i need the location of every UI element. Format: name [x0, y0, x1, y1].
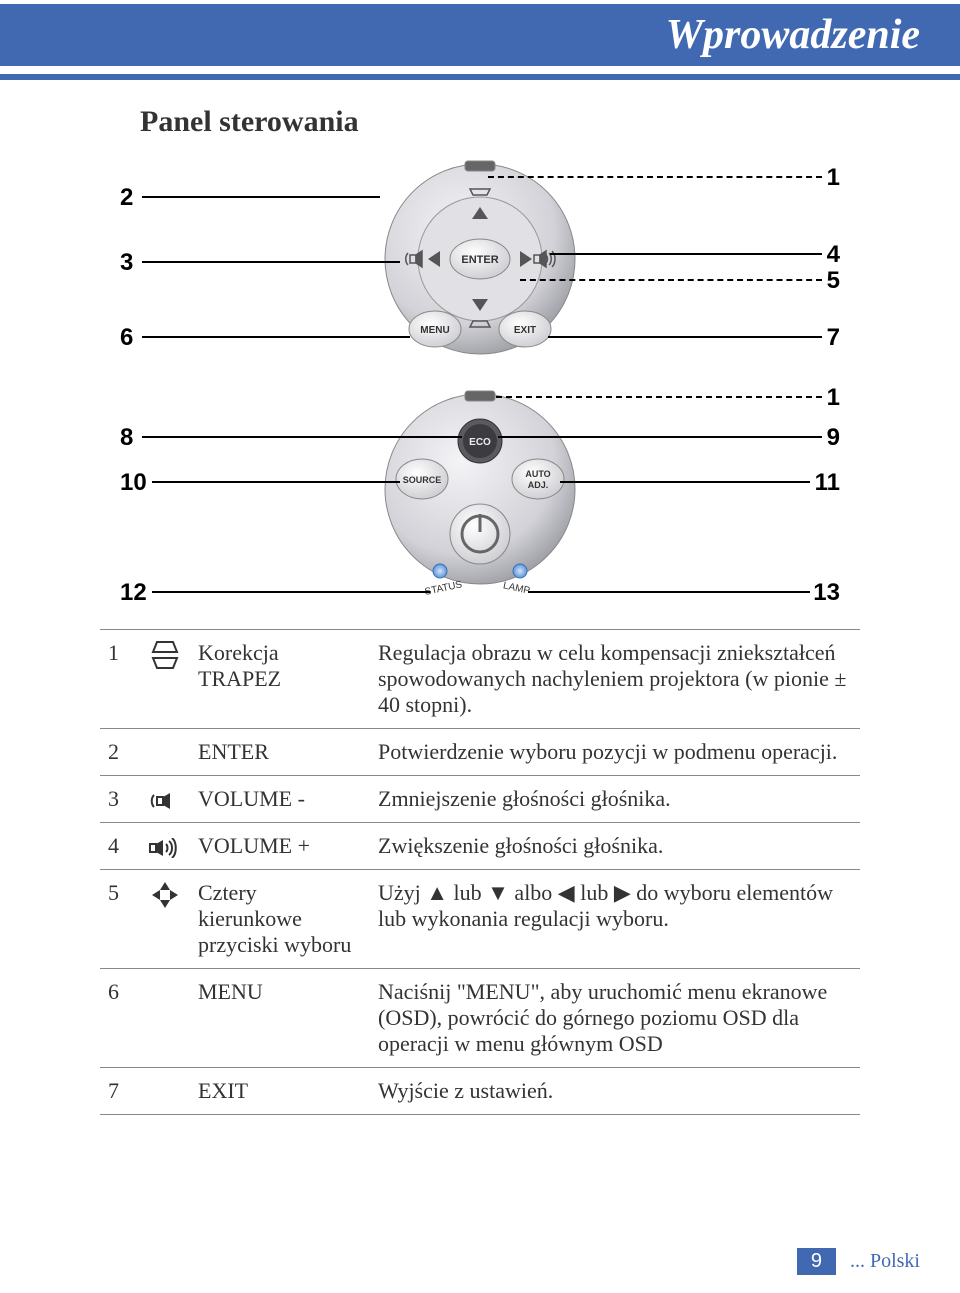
row-icon [140, 776, 190, 823]
callout-9: 9 [827, 424, 840, 452]
page-number: 9 [797, 1248, 836, 1275]
callout-2: 2 [120, 184, 133, 212]
row-name: Cztery kierunkowe przyciski wyboru [190, 870, 370, 969]
svg-text:LAMP: LAMP [502, 580, 531, 596]
row-num: 5 [100, 870, 140, 969]
table-row: 6 MENUNaciśnij "MENU", aby uruchomić menu… [100, 969, 860, 1068]
callout-6: 6 [120, 324, 133, 352]
svg-text:EXIT: EXIT [514, 325, 536, 336]
row-num: 6 [100, 969, 140, 1068]
row-name: MENU [190, 969, 370, 1068]
row-name: Korekcja TRAPEZ [190, 630, 370, 729]
svg-text:ENTER: ENTER [461, 254, 498, 266]
row-name: VOLUME + [190, 823, 370, 870]
svg-text:MENU: MENU [420, 325, 449, 336]
row-icon [140, 1068, 190, 1115]
row-name: VOLUME - [190, 776, 370, 823]
header-title: Wprowadzenie [666, 11, 920, 59]
svg-text:STATUS: STATUS [424, 579, 464, 598]
callout-12: 12 [120, 579, 147, 607]
row-desc: Wyjście z ustawień. [370, 1068, 860, 1115]
svg-text:ADJ.: ADJ. [528, 480, 549, 490]
row-icon [140, 823, 190, 870]
table-row: 2 ENTERPotwierdzenie wyboru pozycji w pod… [100, 729, 860, 776]
row-num: 1 [100, 630, 140, 729]
row-desc: Regulacja obrazu w celu kompensacji znie… [370, 630, 860, 729]
callout-8: 8 [120, 424, 133, 452]
page-footer: 9 ... Polski [797, 1248, 920, 1275]
control-panel-svg: ENTER MENU EXIT ECO SOURCE AUTO ADJ. STA… [340, 159, 620, 619]
function-table: 1 Korekcja TRAPEZRegulacja obrazu w celu … [100, 629, 860, 1115]
row-icon [140, 870, 190, 969]
row-num: 3 [100, 776, 140, 823]
callout-4: 4 [827, 241, 840, 269]
row-name: ENTER [190, 729, 370, 776]
table-row: 5 Cztery kierunkowe przyciski wyboruUżyj … [100, 870, 860, 969]
callout-11: 11 [815, 469, 840, 497]
row-icon [140, 969, 190, 1068]
callout-10: 10 [120, 469, 147, 497]
row-desc: Zmniejszenie głośności głośnika. [370, 776, 860, 823]
svg-text:SOURCE: SOURCE [403, 475, 442, 485]
header-band: Wprowadzenie [0, 0, 960, 70]
header-stripe [0, 74, 960, 80]
row-icon [140, 729, 190, 776]
table-row: 3 VOLUME -Zmniejszenie głośności głośnika… [100, 776, 860, 823]
row-num: 7 [100, 1068, 140, 1115]
table-row: 4 VOLUME +Zwiększenie głośności głośnika. [100, 823, 860, 870]
svg-text:AUTO: AUTO [525, 469, 550, 479]
row-desc: Potwierdzenie wyboru pozycji w podmenu o… [370, 729, 860, 776]
row-icon [140, 630, 190, 729]
callout-1b: 1 [827, 384, 840, 412]
callout-13: 13 [813, 579, 840, 607]
section-title: Panel sterowania [140, 105, 960, 139]
control-panel-diagram: ENTER MENU EXIT ECO SOURCE AUTO ADJ. STA… [120, 159, 840, 619]
table-row: 7 EXITWyjście z ustawień. [100, 1068, 860, 1115]
footer-lang: ... Polski [850, 1250, 920, 1273]
row-desc: Zwiększenie głośności głośnika. [370, 823, 860, 870]
row-desc: Użyj ▲ lub ▼ albo ◀ lub ▶ do wyboru elem… [370, 870, 860, 969]
row-num: 4 [100, 823, 140, 870]
callout-1a: 1 [827, 164, 840, 192]
row-num: 2 [100, 729, 140, 776]
table-row: 1 Korekcja TRAPEZRegulacja obrazu w celu … [100, 630, 860, 729]
callout-3: 3 [120, 249, 133, 277]
row-name: EXIT [190, 1068, 370, 1115]
callout-7: 7 [827, 324, 840, 352]
row-desc: Naciśnij "MENU", aby uruchomić menu ekra… [370, 969, 860, 1068]
svg-text:ECO: ECO [469, 437, 491, 448]
callout-5: 5 [827, 267, 840, 295]
